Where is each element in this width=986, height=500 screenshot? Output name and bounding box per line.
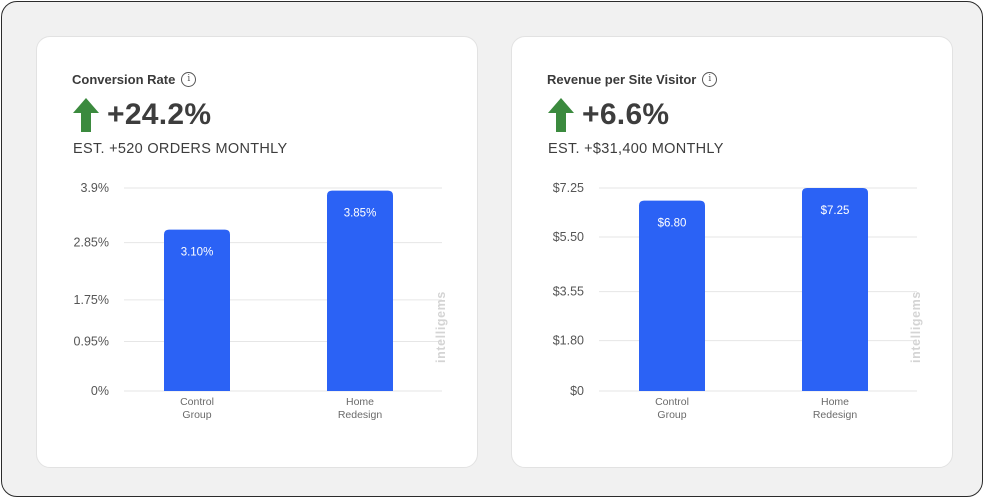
metric-title: Revenue per Site Visitor i [547,72,718,87]
watermark-text: intelligems [434,291,448,363]
bar-data-label: $6.80 [658,218,687,230]
metric-title: Conversion Rate i [72,72,197,87]
metric-value: +24.2% [73,98,211,132]
bar-data-label: 3.10% [181,247,214,259]
y-tick-label: $0 [570,384,584,398]
watermark-text: intelligems [909,291,923,363]
bar [164,229,230,391]
revenue-per-visitor-card: Revenue per Site Visitor i +6.6% EST. +$… [511,36,953,468]
bar-data-label: $7.25 [821,205,850,217]
up-arrow-icon [73,98,99,132]
estimate-text: EST. +520 ORDERS MONTHLY [73,141,288,157]
x-category-label: Home [346,396,374,408]
y-tick-label: 2.85% [74,236,109,250]
x-category-label: Redesign [813,409,858,421]
x-category-label: Redesign [338,409,383,421]
metric-change-value: +6.6% [582,98,670,131]
metric-title-text: Conversion Rate [72,72,176,87]
up-arrow-icon [548,98,574,132]
y-tick-label: $3.55 [553,285,584,299]
watermark: intelligems [905,267,927,387]
info-icon[interactable]: i [181,72,197,87]
y-tick-label: $7.25 [553,181,584,195]
y-tick-label: $5.50 [553,230,584,244]
metric-value: +6.6% [548,98,669,132]
y-tick-label: 3.9% [81,181,110,195]
y-tick-label: 0.95% [74,335,109,349]
x-category-label: Home [821,396,849,408]
y-tick-label: 0% [91,384,109,398]
estimate-text: EST. +$31,400 MONTHLY [548,141,724,157]
y-tick-label: $1.80 [553,334,584,348]
bar [639,200,705,391]
y-tick-label: 1.75% [74,293,109,307]
bar [802,188,868,391]
bar [327,190,393,391]
x-category-label: Group [657,409,686,421]
info-icon[interactable]: i [702,72,718,87]
bar-data-label: 3.85% [344,208,377,220]
watermark: intelligems [430,267,452,387]
x-category-label: Group [182,409,211,421]
x-category-label: Control [180,396,214,408]
x-category-label: Control [655,396,689,408]
metric-title-text: Revenue per Site Visitor [547,72,697,87]
conversion-rate-card: Conversion Rate i +24.2% EST. +520 ORDER… [36,36,478,468]
metric-change-value: +24.2% [107,98,212,131]
